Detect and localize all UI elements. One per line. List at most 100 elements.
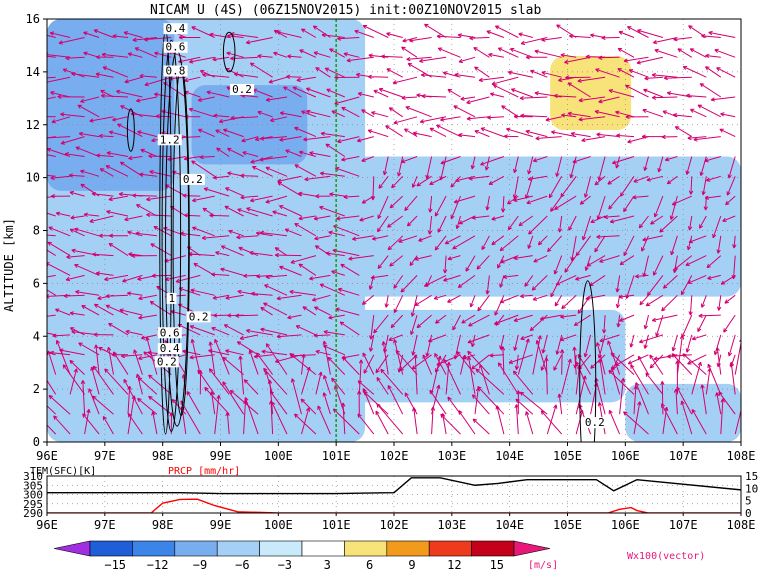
wind-vector	[55, 339, 71, 375]
wind-vector	[607, 340, 621, 375]
wind-vector	[361, 109, 375, 118]
wind-vector	[597, 334, 606, 359]
panel-x-tick-label: 102E	[380, 518, 409, 532]
wind-vector	[687, 135, 707, 141]
wind-vector	[669, 195, 678, 220]
contour-label-bg	[157, 327, 182, 339]
wind-vector	[47, 289, 56, 296]
wind-vector	[532, 156, 548, 163]
wind-vector	[65, 55, 85, 61]
wind-vector	[315, 349, 331, 356]
wind-vector	[346, 56, 374, 63]
wind-vector	[237, 208, 259, 217]
wind-vector	[688, 295, 693, 316]
wind-vector	[300, 28, 317, 38]
wind-vector	[557, 215, 563, 233]
wind-vector	[236, 234, 259, 240]
wind-vector	[723, 314, 736, 333]
wind-vector	[666, 175, 678, 185]
wind-vector	[108, 242, 129, 257]
wind-vector	[104, 274, 129, 282]
wind-vector	[623, 411, 649, 435]
wind-vector	[95, 72, 114, 78]
wind-vector	[447, 294, 461, 303]
wind-vector	[139, 73, 157, 79]
wind-vector	[70, 215, 85, 220]
wind-vector	[47, 379, 57, 395]
wind-vector	[51, 116, 71, 124]
wind-vector	[60, 136, 85, 145]
wind-vector	[381, 54, 403, 59]
x-tick-label: 101E	[322, 449, 351, 463]
wind-vector	[357, 92, 374, 98]
wind-vector	[680, 400, 693, 435]
wind-vector	[82, 413, 100, 435]
colorbar-tick-label: −12	[147, 558, 169, 572]
wind-vector	[140, 148, 158, 157]
wind-vector	[326, 88, 345, 98]
wind-vector	[47, 116, 56, 118]
wind-vector	[387, 385, 404, 415]
wind-vector	[225, 349, 244, 356]
wind-vector	[508, 354, 533, 364]
wind-vector	[212, 175, 230, 180]
wind-vector	[716, 235, 722, 254]
wind-vector	[367, 129, 389, 138]
wind-vector	[608, 409, 621, 435]
wind-vector	[467, 334, 490, 344]
wind-vector	[546, 404, 558, 435]
wind-vector	[317, 405, 331, 435]
contour-label: 0.2	[157, 355, 177, 368]
wind-vector	[617, 68, 635, 78]
wind-vector	[190, 288, 215, 296]
wind-vector	[211, 326, 230, 336]
wind-vector	[95, 271, 114, 276]
wind-vector	[720, 398, 725, 435]
wind-vector	[627, 26, 649, 38]
wind-vector	[80, 169, 100, 177]
wind-vector	[127, 230, 143, 237]
wind-vector	[726, 176, 736, 196]
wind-vector	[526, 195, 548, 205]
wind-vector	[469, 36, 490, 41]
panel-left-tick-label: 305	[23, 479, 43, 492]
wind-vector	[480, 127, 505, 138]
precip-axis-label: PRCP [mm/hr]	[168, 466, 240, 477]
wind-vector	[50, 91, 71, 98]
wind-vector	[598, 55, 620, 60]
wind-vector	[494, 25, 519, 38]
wind-vector	[119, 161, 143, 177]
wind-vector	[555, 156, 563, 177]
wind-vector	[354, 29, 374, 38]
wind-vector	[477, 295, 490, 312]
wind-vector	[401, 95, 418, 100]
wind-vector	[337, 287, 360, 296]
contour-label-bg	[163, 65, 188, 77]
wind-vector	[685, 156, 693, 175]
wind-vector	[699, 215, 707, 229]
contour-label-bg	[163, 41, 188, 53]
wind-vector	[705, 66, 722, 78]
wind-vector	[623, 56, 649, 63]
wind-vector	[424, 23, 447, 38]
wind-vector	[102, 415, 114, 435]
wind-vector	[579, 195, 591, 205]
wind-vector	[625, 84, 649, 98]
wind-vector	[298, 263, 317, 276]
wind-vector	[146, 195, 172, 202]
wind-vector	[149, 300, 172, 316]
wind-vector	[295, 325, 317, 336]
wind-vector	[638, 334, 664, 344]
wind-vector	[101, 52, 129, 58]
wind-vector	[643, 334, 649, 349]
wind-vector	[122, 274, 143, 283]
wind-vector	[146, 212, 172, 218]
wind-vector	[565, 75, 591, 80]
wind-vector	[139, 172, 157, 177]
wind-vector	[699, 156, 707, 177]
wind-vector	[315, 371, 323, 395]
wind-vector	[616, 133, 635, 138]
wind-vector	[499, 334, 505, 350]
panel-x-tick-label: 105E	[553, 518, 582, 532]
wind-vector	[473, 47, 490, 58]
